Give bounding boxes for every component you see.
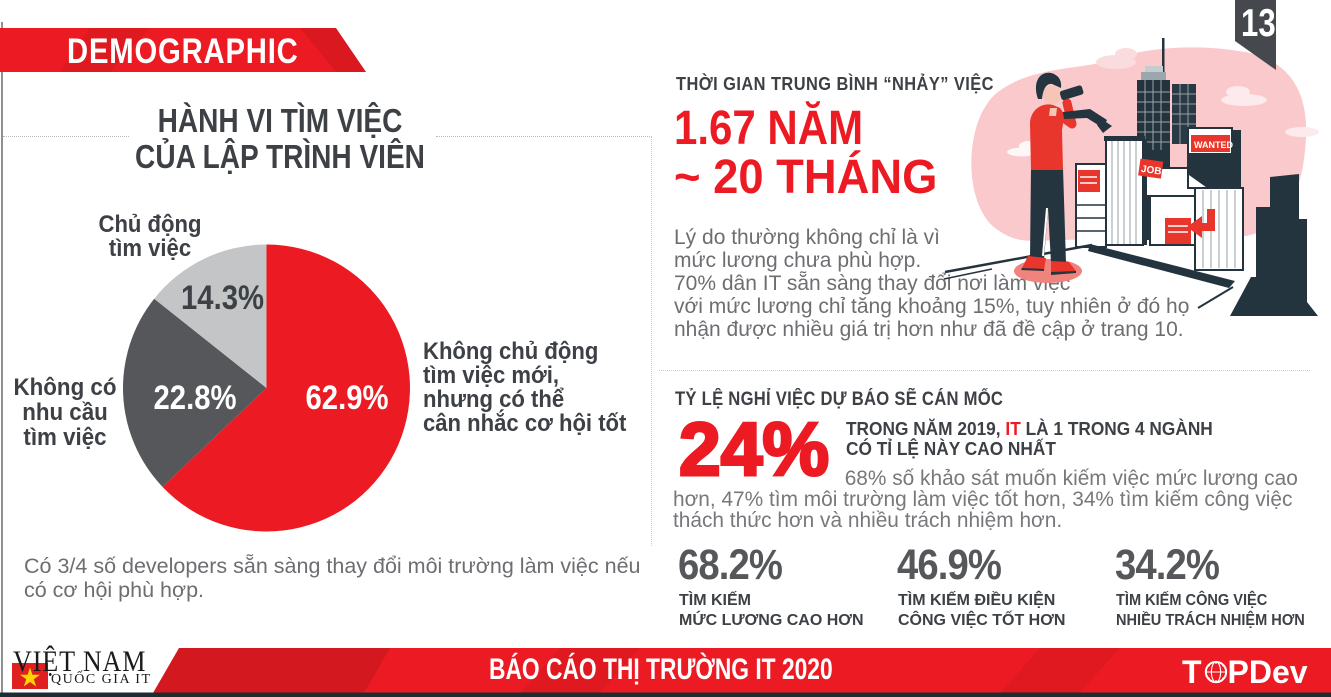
svg-text:WANTED: WANTED (1194, 140, 1233, 150)
svg-text:JOB: JOB (1140, 164, 1162, 178)
